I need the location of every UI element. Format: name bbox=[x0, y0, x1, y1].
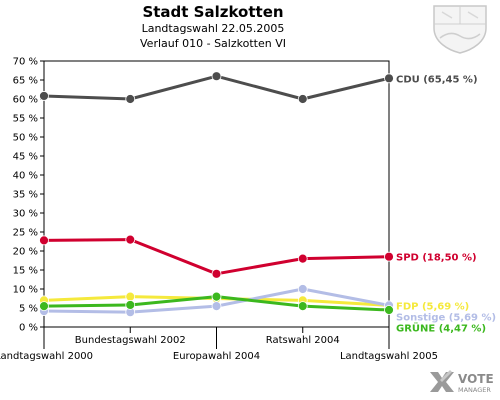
y-tick-label: 35 % bbox=[13, 190, 38, 201]
logo-text-manager: MANAGER bbox=[458, 386, 491, 394]
data-point bbox=[211, 301, 222, 312]
x-tick-label: Landtagswahl 2000 bbox=[0, 351, 93, 362]
x-tick-label: Bundestagswahl 2002 bbox=[75, 335, 186, 346]
y-tick-label: 10 % bbox=[13, 285, 38, 296]
series-end-label: Sonstige (5,69 %) bbox=[396, 312, 496, 323]
x-tick-label: Landtagswahl 2005 bbox=[340, 351, 438, 362]
data-point bbox=[384, 73, 394, 84]
series-end-label: GRÜNE (4,47 %) bbox=[396, 320, 486, 334]
y-tick-label: 30 % bbox=[13, 209, 38, 220]
data-point bbox=[297, 253, 308, 264]
y-tick-label: 65 % bbox=[13, 76, 38, 87]
chart-subtitle-district: Verlauf 010 - Salzkotten VI bbox=[140, 37, 286, 50]
y-tick-label: 25 % bbox=[13, 228, 38, 239]
data-point bbox=[211, 268, 222, 279]
data-point bbox=[125, 300, 136, 310]
y-tick-label: 0 % bbox=[19, 323, 38, 334]
data-point bbox=[297, 94, 308, 104]
y-tick-label: 70 % bbox=[13, 57, 38, 68]
series-grüne bbox=[39, 291, 394, 315]
data-point bbox=[39, 91, 49, 101]
x-tick-label: Europawahl 2004 bbox=[173, 351, 260, 362]
x-tick-label: Ratswahl 2004 bbox=[266, 335, 340, 346]
data-point bbox=[125, 94, 136, 104]
vote-manager-x-icon bbox=[430, 370, 454, 392]
data-point bbox=[297, 284, 308, 294]
logo-text-vote: VOTE bbox=[458, 372, 494, 386]
series-spd bbox=[39, 234, 394, 279]
chart-title: Stadt Salzkotten bbox=[142, 3, 284, 21]
y-tick-label: 60 % bbox=[13, 95, 38, 106]
data-point bbox=[211, 291, 222, 302]
y-tick-label: 55 % bbox=[13, 114, 38, 125]
y-tick-label: 50 % bbox=[13, 133, 38, 144]
series-end-label: SPD (18,50 %) bbox=[396, 253, 477, 264]
data-point bbox=[384, 305, 394, 315]
chart-subtitle-election: Landtagswahl 22.05.2005 bbox=[141, 22, 285, 35]
data-point bbox=[125, 291, 136, 302]
data-point bbox=[39, 235, 49, 246]
data-point bbox=[125, 234, 136, 245]
y-tick-label: 45 % bbox=[13, 152, 38, 163]
y-tick-label: 20 % bbox=[13, 247, 38, 258]
data-point bbox=[384, 251, 394, 262]
series-end-label: CDU (65,45 %) bbox=[396, 74, 478, 85]
data-point bbox=[297, 301, 308, 312]
vote-manager-logo: VOTE MANAGER bbox=[428, 368, 498, 400]
y-tick-label: 40 % bbox=[13, 171, 38, 182]
series-cdu bbox=[39, 71, 394, 104]
data-point bbox=[211, 71, 222, 82]
nrw-coat-of-arms-icon bbox=[433, 5, 487, 54]
y-tick-label: 15 % bbox=[13, 266, 38, 277]
series-end-label: FDP (5,69 %) bbox=[396, 301, 469, 312]
data-point bbox=[39, 301, 49, 312]
y-tick-label: 5 % bbox=[19, 304, 38, 315]
plot-area bbox=[43, 60, 390, 328]
